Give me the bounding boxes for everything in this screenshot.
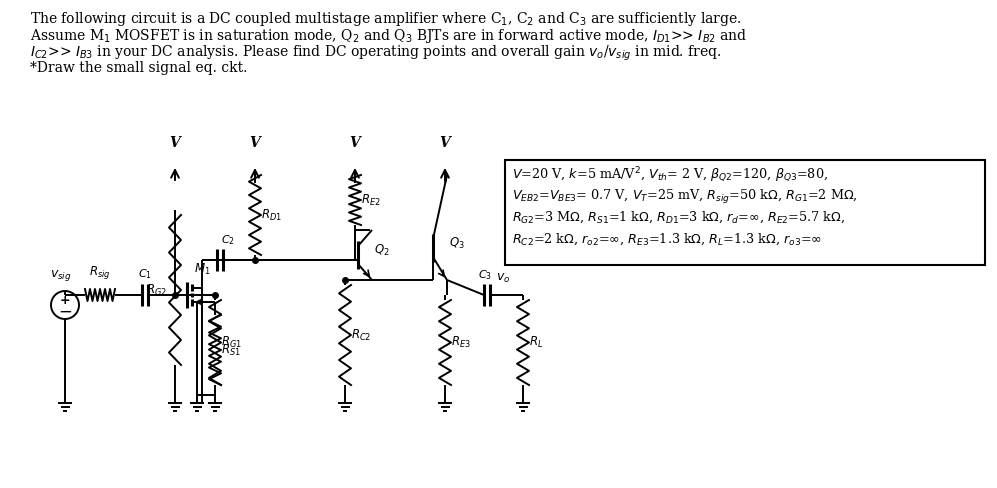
Text: $R_{G1}$: $R_{G1}$ xyxy=(221,335,242,350)
Text: V: V xyxy=(440,136,451,150)
Text: +: + xyxy=(60,294,71,307)
Text: $C_3$: $C_3$ xyxy=(478,268,492,282)
Text: $R_{C2}$: $R_{C2}$ xyxy=(351,327,371,343)
Text: *Draw the small signal eq. ckt.: *Draw the small signal eq. ckt. xyxy=(30,61,247,75)
Text: $Q_3$: $Q_3$ xyxy=(449,235,465,250)
Text: V: V xyxy=(169,136,180,150)
Bar xyxy=(505,160,985,265)
Text: $R_{C2}$=2 k$\Omega$, $r_{o2}$=$\infty$, $R_{E3}$=1.3 k$\Omega$, $R_L$=1.3 k$\Om: $R_{C2}$=2 k$\Omega$, $r_{o2}$=$\infty$,… xyxy=(512,232,823,247)
Text: $Q_2$: $Q_2$ xyxy=(374,243,390,258)
Text: −: − xyxy=(58,303,72,321)
Text: $v_{sig}$: $v_{sig}$ xyxy=(50,268,72,283)
Text: Assume M$_1$ MOSFET is in saturation mode, Q$_2$ and Q$_3$ BJTs are in forward a: Assume M$_1$ MOSFET is in saturation mod… xyxy=(30,27,748,45)
Text: $R_L$: $R_L$ xyxy=(529,335,543,350)
Text: V: V xyxy=(350,136,360,150)
Text: V: V xyxy=(249,136,260,150)
Text: $C_2$: $C_2$ xyxy=(221,233,235,247)
Text: $M_1$: $M_1$ xyxy=(194,262,210,277)
Text: $R_{sig}$: $R_{sig}$ xyxy=(89,264,111,281)
Text: $V_{EB2}$=$V_{BE3}$= 0.7 V, $V_T$=25 mV, $R_{sig}$=50 k$\Omega$, $R_{G1}$=2 M$\O: $V_{EB2}$=$V_{BE3}$= 0.7 V, $V_T$=25 mV,… xyxy=(512,188,857,206)
Text: $C_1$: $C_1$ xyxy=(138,267,152,281)
Text: $R_{D1}$: $R_{D1}$ xyxy=(261,207,282,223)
Text: The following circuit is a DC coupled multistage amplifier where C$_1$, C$_2$ an: The following circuit is a DC coupled mu… xyxy=(30,10,742,28)
Text: $V$=20 V, $k$=5 mA/V$^2$, $V_{th}$= 2 V, $\beta_{Q2}$=120, $\beta_{Q3}$=80,: $V$=20 V, $k$=5 mA/V$^2$, $V_{th}$= 2 V,… xyxy=(512,166,829,185)
Text: $I_{C2}$>> $I_{B3}$ in your DC analysis. Please find DC operating points and ove: $I_{C2}$>> $I_{B3}$ in your DC analysis.… xyxy=(30,44,722,63)
Text: $R_{S1}$: $R_{S1}$ xyxy=(221,343,241,358)
Text: $v_o$: $v_o$ xyxy=(496,272,510,285)
Text: $R_{G2}$: $R_{G2}$ xyxy=(146,283,167,298)
Text: $R_{E3}$: $R_{E3}$ xyxy=(451,335,471,350)
Text: $R_{E2}$: $R_{E2}$ xyxy=(361,192,381,207)
Text: $R_{G2}$=3 M$\Omega$, $R_{S1}$=1 k$\Omega$, $R_{D1}$=3 k$\Omega$, $r_d$=$\infty$: $R_{G2}$=3 M$\Omega$, $R_{S1}$=1 k$\Omeg… xyxy=(512,210,845,225)
